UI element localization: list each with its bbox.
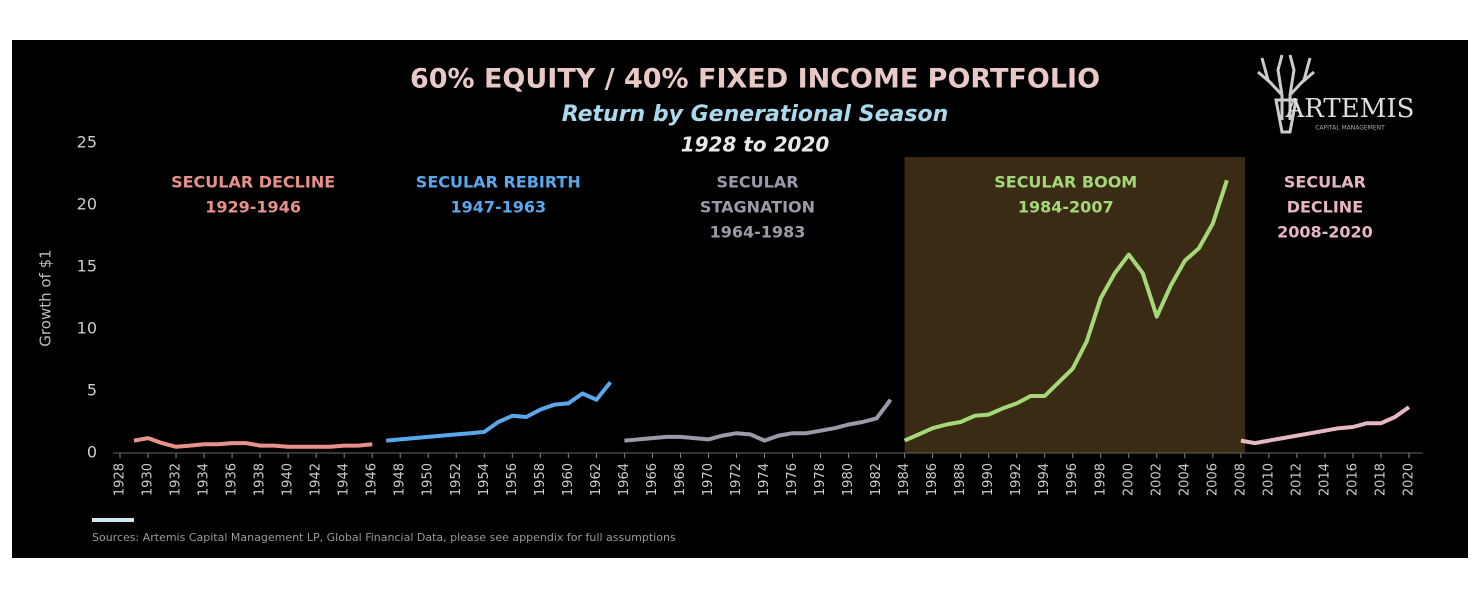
x-tick-label: 1980: [841, 463, 856, 496]
y-tick-label: 20: [77, 195, 97, 214]
x-tick-label: 1986: [925, 463, 940, 496]
x-tick-label: 1940: [281, 463, 296, 496]
x-tick-label: 1944: [337, 463, 352, 496]
season-years: 2008-2020: [1277, 223, 1373, 242]
x-tick-label: 1932: [169, 463, 184, 496]
x-tick-label: 1954: [477, 463, 492, 496]
x-tick-label: 1970: [701, 463, 716, 496]
season-label: STAGNATION: [700, 198, 815, 217]
series-line: [903, 179, 1229, 443]
x-tick-label: 1950: [421, 463, 436, 496]
y-tick-label: 15: [77, 257, 97, 276]
x-tick-label: 2002: [1149, 463, 1164, 496]
x-tick-label: 1930: [141, 463, 156, 496]
season-years: 1964-1983: [710, 223, 806, 242]
chart-title: 60% EQUITY / 40% FIXED INCOME PORTFOLIO: [410, 64, 1100, 95]
series-line: [386, 381, 612, 443]
season-label: SECULAR BOOM: [994, 173, 1137, 192]
x-tick-label: 1936: [225, 463, 240, 496]
x-tick-label: 1946: [365, 463, 380, 496]
x-tick-label: 1976: [785, 463, 800, 496]
x-tick-label: 2006: [1205, 463, 1220, 496]
x-tick-label: 1938: [253, 463, 268, 496]
x-tick-label: 2012: [1289, 463, 1304, 496]
x-tick-label: 1948: [393, 463, 408, 496]
x-tick-label: 1978: [813, 463, 828, 496]
series-line: [624, 398, 893, 443]
x-tick-label: 1966: [645, 463, 660, 496]
season-years: 1984-2007: [1018, 198, 1114, 217]
x-tick-label: 2000: [1121, 463, 1136, 496]
x-tick-label: 2008: [1233, 463, 1248, 496]
logo-name: ARTEMIS: [1285, 94, 1415, 124]
x-tick-label: 1996: [1065, 463, 1080, 496]
x-tick-label: 2016: [1345, 463, 1360, 496]
x-tick-label: 1928: [113, 463, 128, 496]
y-tick-label: 5: [87, 381, 97, 400]
x-tick-label: 1934: [197, 463, 212, 496]
x-tick-label: 1956: [505, 463, 520, 496]
x-tick-label: 1990: [981, 463, 996, 496]
accent-bar: [92, 518, 134, 522]
x-tick-label: 1962: [589, 463, 604, 496]
x-tick-label: 2010: [1261, 463, 1276, 496]
x-tick-label: 1974: [757, 463, 772, 496]
season-years: 1947-1963: [450, 198, 546, 217]
y-tick-label: 0: [87, 443, 97, 462]
y-axis-label: Growth of $1: [37, 249, 55, 346]
x-tick-label: 1942: [309, 463, 324, 496]
x-tick-label: 1968: [673, 463, 688, 496]
x-tick-label: 1958: [533, 463, 548, 496]
season-label: DECLINE: [1287, 198, 1363, 217]
chart-period: 1928 to 2020: [681, 133, 830, 157]
chart-subtitle: Return by Generational Season: [562, 102, 948, 127]
x-tick-label: 1964: [617, 463, 632, 496]
x-tick-label: 1992: [1009, 463, 1024, 496]
x-tick-label: 1960: [561, 463, 576, 496]
logo-tagline: CAPITAL MANAGEMENT: [1315, 125, 1385, 132]
source-note: Sources: Artemis Capital Management LP, …: [92, 531, 676, 544]
x-tick-label: 1998: [1093, 463, 1108, 496]
x-tick-label: 1988: [953, 463, 968, 496]
season-label: SECULAR: [1284, 173, 1366, 192]
x-tick-label: 1982: [869, 463, 884, 496]
y-tick-label: 25: [77, 133, 97, 152]
season-years: 1929-1946: [205, 198, 301, 217]
series-line: [1240, 405, 1411, 446]
x-tick-label: 1994: [1037, 463, 1052, 496]
x-tick-label: 2014: [1317, 463, 1332, 496]
x-tick-label: 1952: [449, 463, 464, 496]
x-tick-label: 2018: [1373, 463, 1388, 496]
series-line: [133, 436, 373, 449]
season-label: SECULAR: [716, 173, 798, 192]
x-tick-label: 2004: [1177, 463, 1192, 496]
x-tick-label: 1984: [897, 463, 912, 496]
season-label: SECULAR REBIRTH: [416, 173, 581, 192]
logo-icon: [1257, 54, 1315, 134]
y-tick-label: 10: [77, 319, 97, 338]
highlight-band: [904, 157, 1246, 453]
x-tick-label: 1972: [729, 463, 744, 496]
season-label: SECULAR DECLINE: [171, 173, 335, 192]
x-tick-label: 2020: [1401, 463, 1416, 496]
